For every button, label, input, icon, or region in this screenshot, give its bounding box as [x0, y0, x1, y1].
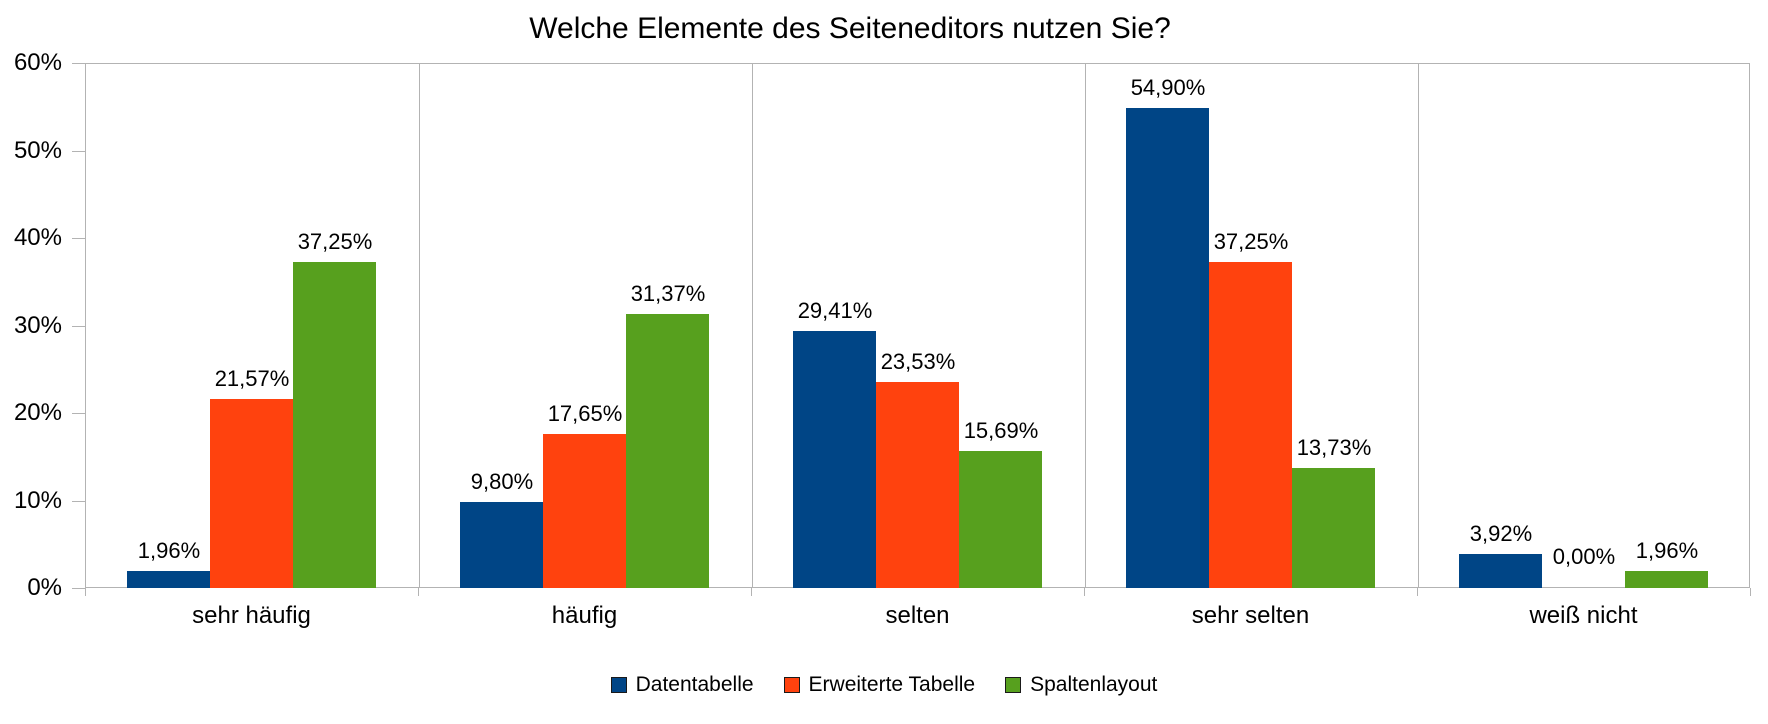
category-label: häufig: [551, 602, 618, 629]
category-separator: [419, 64, 420, 587]
bar: [1126, 108, 1209, 588]
category-separator: [752, 64, 753, 587]
y-tick: [72, 63, 85, 64]
bar: [543, 434, 626, 588]
x-tick: [418, 588, 419, 596]
category-separator: [1085, 64, 1086, 587]
y-tick-label: 10%: [13, 487, 62, 514]
bar-value-label: 1,96%: [1635, 538, 1699, 563]
y-tick: [72, 588, 85, 589]
bar-value-label: 54,90%: [1130, 75, 1206, 100]
bar: [1459, 554, 1542, 588]
x-tick: [1084, 588, 1085, 596]
bar: [1209, 262, 1292, 588]
category-separator: [1418, 64, 1419, 587]
bar: [127, 571, 210, 588]
legend-item: Spaltenlayout: [1005, 672, 1157, 698]
x-tick: [1750, 588, 1751, 596]
category-label: weiß nicht: [1529, 602, 1638, 629]
bar-value-label: 21,57%: [214, 366, 290, 391]
bar: [210, 399, 293, 588]
y-tick: [72, 151, 85, 152]
legend-label: Spaltenlayout: [1030, 673, 1158, 696]
bar-value-label: 37,25%: [1213, 229, 1289, 254]
y-tick: [72, 326, 85, 327]
legend-label: Erweiterte Tabelle: [808, 673, 976, 696]
category-label: sehr häufig: [192, 602, 311, 629]
bar: [293, 262, 376, 588]
legend-item: Erweiterte Tabelle: [783, 672, 976, 698]
bar: [1292, 468, 1375, 588]
bar-value-label: 37,25%: [297, 229, 373, 254]
bar: [1625, 571, 1708, 588]
legend-swatch: [783, 677, 800, 693]
bar-value-label: 31,37%: [630, 281, 706, 306]
y-tick: [72, 238, 85, 239]
y-tick: [72, 413, 85, 414]
bar-value-label: 13,73%: [1296, 435, 1372, 460]
bar-value-label: 29,41%: [797, 298, 873, 323]
chart-title: Welche Elemente des Seiteneditors nutzen…: [529, 12, 1171, 45]
bar-value-label: 3,92%: [1469, 521, 1533, 546]
bar: [793, 331, 876, 588]
x-tick: [1417, 588, 1418, 596]
y-tick-label: 50%: [13, 137, 62, 164]
legend-item: Datentabelle: [610, 672, 754, 698]
y-tick-label: 20%: [13, 399, 62, 426]
legend-label: Datentabelle: [635, 673, 754, 696]
category-label: selten: [885, 602, 950, 629]
y-tick-label: 60%: [13, 49, 62, 76]
bar-value-label: 23,53%: [880, 349, 956, 374]
bar-value-label: 0,00%: [1552, 544, 1616, 569]
y-tick: [72, 501, 85, 502]
y-tick-label: 30%: [13, 312, 62, 339]
bar-value-label: 17,65%: [547, 401, 623, 426]
x-tick: [751, 588, 752, 596]
legend-swatch: [1005, 677, 1022, 693]
bar-value-label: 15,69%: [963, 418, 1039, 443]
y-tick-label: 0%: [27, 574, 62, 601]
bar-value-label: 1,96%: [137, 538, 201, 563]
y-tick-label: 40%: [13, 224, 62, 251]
bar: [626, 314, 709, 588]
legend: Datentabelle Erweiterte Tabelle Spaltenlay…: [0, 672, 1768, 698]
legend-swatch: [610, 677, 627, 693]
bar: [876, 382, 959, 588]
bar: [460, 502, 543, 588]
bar: [959, 451, 1042, 588]
x-tick: [85, 588, 86, 596]
bar-value-label: 9,80%: [470, 469, 534, 494]
category-label: sehr selten: [1191, 602, 1310, 629]
